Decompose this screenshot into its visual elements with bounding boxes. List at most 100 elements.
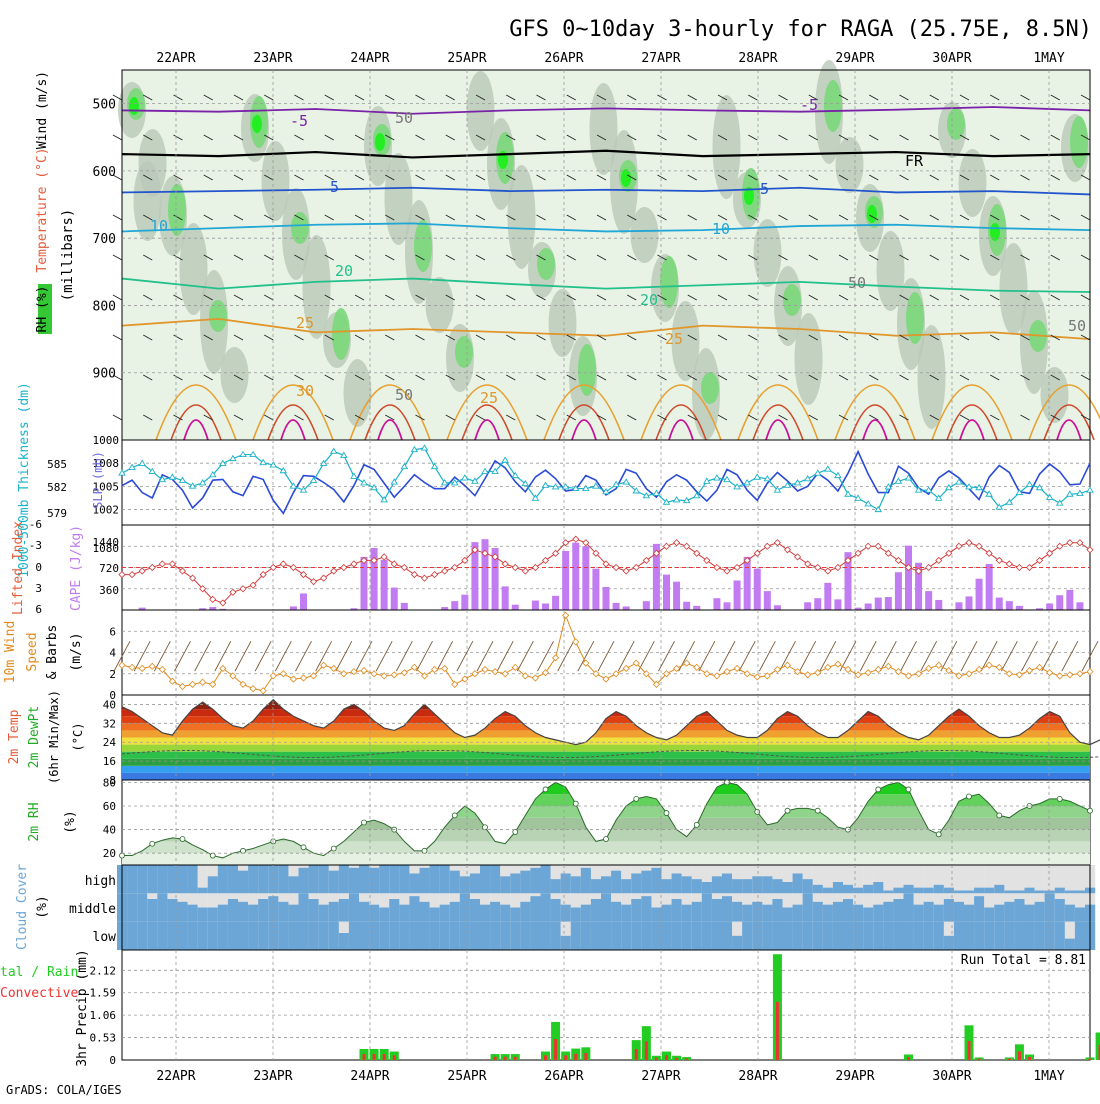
cloud-cell [560, 873, 571, 894]
wind-barb [869, 94, 879, 101]
cloud-cell [590, 899, 602, 922]
wind-barb [173, 294, 183, 301]
cloud-gap [1024, 865, 1035, 894]
wind-barb [899, 334, 909, 341]
lifted-index-marker [854, 549, 862, 557]
wind-barb [506, 214, 516, 221]
lifted-index-marker [310, 578, 318, 586]
cloud-cell [500, 876, 511, 894]
cloud-cell [480, 865, 491, 894]
cloud-cell [510, 907, 521, 922]
wind-barb [838, 94, 849, 101]
cloud-cell [328, 921, 339, 950]
wind-barb [717, 374, 728, 381]
wind-ylabel-2: Speed [25, 632, 40, 671]
thickness-marker [612, 480, 620, 487]
lifted-index-marker [138, 567, 146, 575]
thickness-marker [1066, 490, 1074, 497]
cloud-cell [1074, 907, 1086, 922]
isotherm-label: -5 [800, 96, 818, 114]
lifted-index-marker [733, 563, 741, 572]
wind-speed-marker [552, 654, 560, 662]
lifted-index-marker [1086, 546, 1094, 554]
cloud-cell [832, 882, 844, 894]
wind-barb [959, 214, 970, 221]
rh-marker [149, 840, 156, 847]
cape-bar [289, 606, 297, 610]
cloud-gap [853, 865, 864, 894]
cloud-cell [661, 904, 672, 922]
cloud-cell [722, 921, 733, 950]
wind-barb [112, 294, 123, 301]
thickness-marker [420, 444, 429, 451]
thickness-marker [1055, 499, 1064, 506]
wind-barb [445, 294, 455, 301]
wind-speed-marker [753, 673, 761, 681]
wind-barb [1080, 214, 1091, 221]
precip-conv-bar [644, 1041, 648, 1060]
cloud-gap [1064, 865, 1076, 894]
cloud-cell [520, 870, 531, 894]
wind-barb [808, 174, 818, 181]
lifted-index-marker [804, 560, 812, 568]
cloud-cell [953, 901, 965, 922]
thickness-marker [551, 483, 560, 490]
isotherm-40 [474, 419, 500, 441]
wind-barb [506, 254, 516, 261]
isotherm-label: 5 [330, 178, 339, 196]
lifted-index-marker [814, 563, 822, 572]
wind-tick: 2 [109, 668, 116, 681]
cloud-cell [782, 921, 793, 950]
rh-marker [451, 812, 458, 819]
temp-ylabel-3: (6hr Min/Max) [47, 690, 61, 784]
cloud-cell [439, 865, 450, 894]
cloud-cell [157, 865, 168, 894]
cape-bar [642, 601, 650, 610]
rh-marker [754, 808, 761, 815]
cloud-cell [258, 921, 269, 950]
cloud-cell [278, 865, 289, 894]
rh-shade-green [209, 300, 227, 332]
precip-conv-bar [1028, 1056, 1031, 1060]
wind-speed-marker [259, 687, 267, 695]
cloud-cell [752, 876, 763, 894]
cloud-cell [641, 896, 652, 922]
wind-barb [112, 414, 123, 421]
cloud-cell [469, 921, 481, 950]
wind-barb [415, 294, 425, 301]
thickness-marker [279, 466, 288, 474]
wind-barb [778, 294, 788, 301]
cloud-cell [197, 887, 208, 894]
wind-barb [475, 94, 486, 101]
thickness-marker [733, 483, 741, 490]
wind-barb [990, 294, 1000, 301]
wind-barb [778, 174, 788, 181]
cloud-level-label: high [85, 874, 116, 889]
wind-speed-marker [350, 668, 358, 676]
wind-barb [687, 134, 697, 141]
precip-conv-bar [1098, 1044, 1100, 1060]
wind-speed-marker [178, 682, 187, 691]
lifted-index-marker [955, 542, 963, 550]
wind-ylabel-3: & Barbs [45, 625, 60, 680]
cloud-cell [843, 921, 854, 950]
thickness-marker [1015, 488, 1024, 496]
cloud-gap [822, 865, 834, 894]
lifted-index-marker [763, 542, 771, 550]
cloud-cell [288, 904, 299, 922]
lifted-index-marker [1066, 539, 1074, 547]
wind-barb [233, 334, 244, 341]
thickness-marker [561, 483, 570, 490]
wind-barb [808, 374, 818, 381]
wind-barb-10m [375, 640, 393, 672]
cloud-cell [933, 921, 944, 950]
wind-barb [657, 374, 667, 381]
cloud-gap [863, 865, 874, 894]
lifted-index-marker [703, 556, 711, 564]
wind-speed-marker [562, 611, 570, 619]
wind-speed-marker [199, 678, 207, 686]
cape-bar [673, 581, 681, 610]
cloud-cell [137, 893, 148, 922]
rh-legend-swatch [38, 284, 52, 334]
thickness-marker [642, 491, 651, 499]
